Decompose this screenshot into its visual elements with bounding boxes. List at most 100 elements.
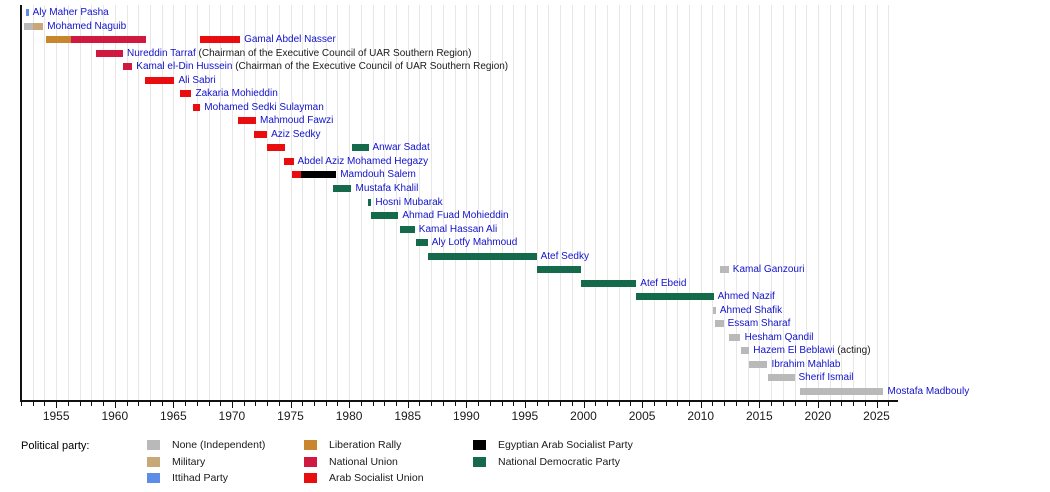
person-name-link[interactable]: Sherif Ismail bbox=[798, 372, 854, 384]
person-name-link[interactable]: Zakaria Mohieddin bbox=[195, 88, 278, 100]
timeline-bar bbox=[800, 388, 884, 395]
x-axis-minor-tick bbox=[384, 402, 386, 406]
timeline-bar bbox=[740, 347, 750, 355]
gridline bbox=[841, 5, 843, 400]
person-name-link[interactable]: Mahmoud Fawzi bbox=[260, 115, 334, 127]
person-name-link[interactable]: Anwar Sadat bbox=[372, 142, 430, 154]
x-axis-major-tick bbox=[524, 402, 526, 408]
x-axis-minor-tick bbox=[138, 402, 140, 406]
timeline-bar bbox=[71, 36, 147, 44]
x-axis-minor-tick bbox=[220, 402, 222, 406]
person-name-link[interactable]: Kamal el-Din Hussein bbox=[136, 61, 233, 73]
person-name-link[interactable]: Kamal Hassan Ali bbox=[418, 223, 498, 235]
x-axis-minor-tick bbox=[478, 402, 479, 406]
person-name-link[interactable]: Ahmed Nazif bbox=[717, 291, 775, 303]
gridline bbox=[231, 5, 233, 400]
x-axis-minor-tick bbox=[442, 402, 444, 406]
timeline-bar bbox=[199, 36, 241, 44]
gridline bbox=[431, 5, 433, 400]
x-axis-minor-tick bbox=[255, 402, 257, 406]
x-axis-minor-tick bbox=[888, 402, 890, 406]
x-axis-minor-tick bbox=[314, 402, 315, 406]
x-axis-tick-label: 1990 bbox=[452, 409, 480, 423]
gridline bbox=[689, 5, 690, 400]
timeline-bar bbox=[399, 225, 415, 233]
x-axis-line bbox=[20, 400, 898, 402]
person-name-link[interactable]: Ahmad Fuad Mohieddin bbox=[402, 210, 509, 221]
x-axis-minor-tick bbox=[689, 402, 690, 406]
gridline bbox=[759, 5, 761, 400]
x-axis-minor-tick bbox=[44, 402, 46, 406]
x-axis-minor-tick bbox=[360, 402, 362, 406]
gridline bbox=[642, 5, 644, 400]
timeline-bar bbox=[32, 22, 44, 30]
person-name-link[interactable]: Mustafa Khalil bbox=[355, 183, 419, 194]
x-axis-tick-label: 1960 bbox=[101, 409, 129, 423]
person-name-link[interactable]: Aly Maher Pasha bbox=[32, 7, 109, 18]
legend-swatch bbox=[304, 440, 317, 450]
legend-swatch bbox=[147, 473, 160, 483]
person-name-link[interactable]: Ibrahim Mahlab bbox=[771, 358, 841, 370]
person-name-link[interactable]: Mamdouh Salem bbox=[340, 169, 416, 181]
row-label: Mohamed Naguib bbox=[47, 21, 126, 32]
gridline bbox=[618, 5, 620, 400]
timeline-bar bbox=[301, 171, 337, 179]
gridline bbox=[243, 5, 245, 400]
row-label: Zakaria Mohieddin bbox=[196, 88, 278, 99]
legend-label: Egyptian Arab Socialist Party bbox=[498, 439, 633, 451]
person-name-link[interactable]: Essam Sharaf bbox=[727, 318, 791, 330]
gridline bbox=[278, 5, 280, 400]
person-name-link[interactable]: Atef Sedky bbox=[540, 250, 589, 262]
gridline bbox=[724, 5, 726, 400]
person-name-link[interactable]: Atef Ebeid bbox=[640, 277, 687, 289]
timeline-bar bbox=[427, 252, 537, 260]
gridline bbox=[536, 5, 538, 400]
row-label: Ibrahim Mahlab bbox=[772, 359, 841, 370]
row-label: Atef Ebeid bbox=[640, 278, 686, 289]
person-name-link[interactable]: Kamal Ganzouri bbox=[732, 264, 805, 276]
row-label: Hesham Qandil bbox=[745, 332, 814, 343]
gridline bbox=[782, 5, 784, 400]
person-name-link[interactable]: Abdel Aziz Mohamed Hegazy bbox=[297, 155, 429, 167]
timeline-bar bbox=[415, 239, 428, 247]
person-name-link[interactable]: Aziz Sedky bbox=[271, 128, 321, 140]
person-name-link[interactable]: Ahmed Shafik bbox=[719, 304, 783, 316]
person-name-link[interactable]: Hazem El Beblawi bbox=[753, 345, 835, 357]
x-axis-minor-tick bbox=[91, 402, 93, 406]
person-name-link[interactable]: Ali Sabri bbox=[178, 74, 216, 86]
x-axis-major-tick bbox=[817, 402, 819, 408]
x-axis-tick-label: 1995 bbox=[511, 409, 539, 423]
timeline-bar bbox=[749, 360, 768, 368]
person-name-link[interactable]: Mostafa Madbouly bbox=[887, 386, 970, 397]
person-name-link[interactable]: Nureddin Tarraf bbox=[127, 47, 196, 59]
person-name-link[interactable]: Mohamed Sedki Sulayman bbox=[204, 101, 324, 113]
timeline-bar bbox=[96, 49, 123, 57]
x-axis-minor-tick bbox=[513, 402, 515, 406]
x-axis-minor-tick bbox=[278, 402, 280, 406]
person-name-link[interactable]: Gamal Abdel Nasser bbox=[244, 34, 336, 46]
gridline bbox=[419, 5, 421, 400]
person-name-link[interactable]: Mohamed Naguib bbox=[47, 20, 127, 32]
row-label: Ali Sabri bbox=[179, 75, 216, 86]
x-axis-minor-tick bbox=[32, 402, 34, 406]
x-axis-tick-label: 1980 bbox=[335, 409, 363, 423]
person-name-link[interactable]: Aly Lotfy Mahmoud bbox=[431, 237, 518, 249]
x-axis-major-tick bbox=[583, 402, 585, 408]
x-axis-minor-tick bbox=[829, 402, 831, 406]
gridline bbox=[454, 5, 456, 400]
x-axis-minor-tick bbox=[771, 402, 772, 406]
x-axis-tick-label: 2005 bbox=[628, 409, 656, 423]
person-name-link[interactable]: Hosni Mubarak bbox=[375, 196, 443, 208]
row-label: Essam Sharaf bbox=[728, 318, 791, 329]
x-axis-minor-tick bbox=[21, 402, 22, 406]
legend-label: Arab Socialist Union bbox=[329, 472, 424, 484]
gridline bbox=[138, 5, 140, 400]
gridline bbox=[771, 5, 772, 400]
row-label: Hazem El Beblawi (acting) bbox=[753, 345, 870, 356]
gridline bbox=[677, 5, 679, 400]
gridline bbox=[806, 5, 808, 400]
person-name-link[interactable]: Hesham Qandil bbox=[744, 331, 814, 343]
x-axis-minor-tick bbox=[161, 402, 163, 406]
gridline bbox=[735, 5, 737, 400]
gridline bbox=[396, 5, 397, 400]
